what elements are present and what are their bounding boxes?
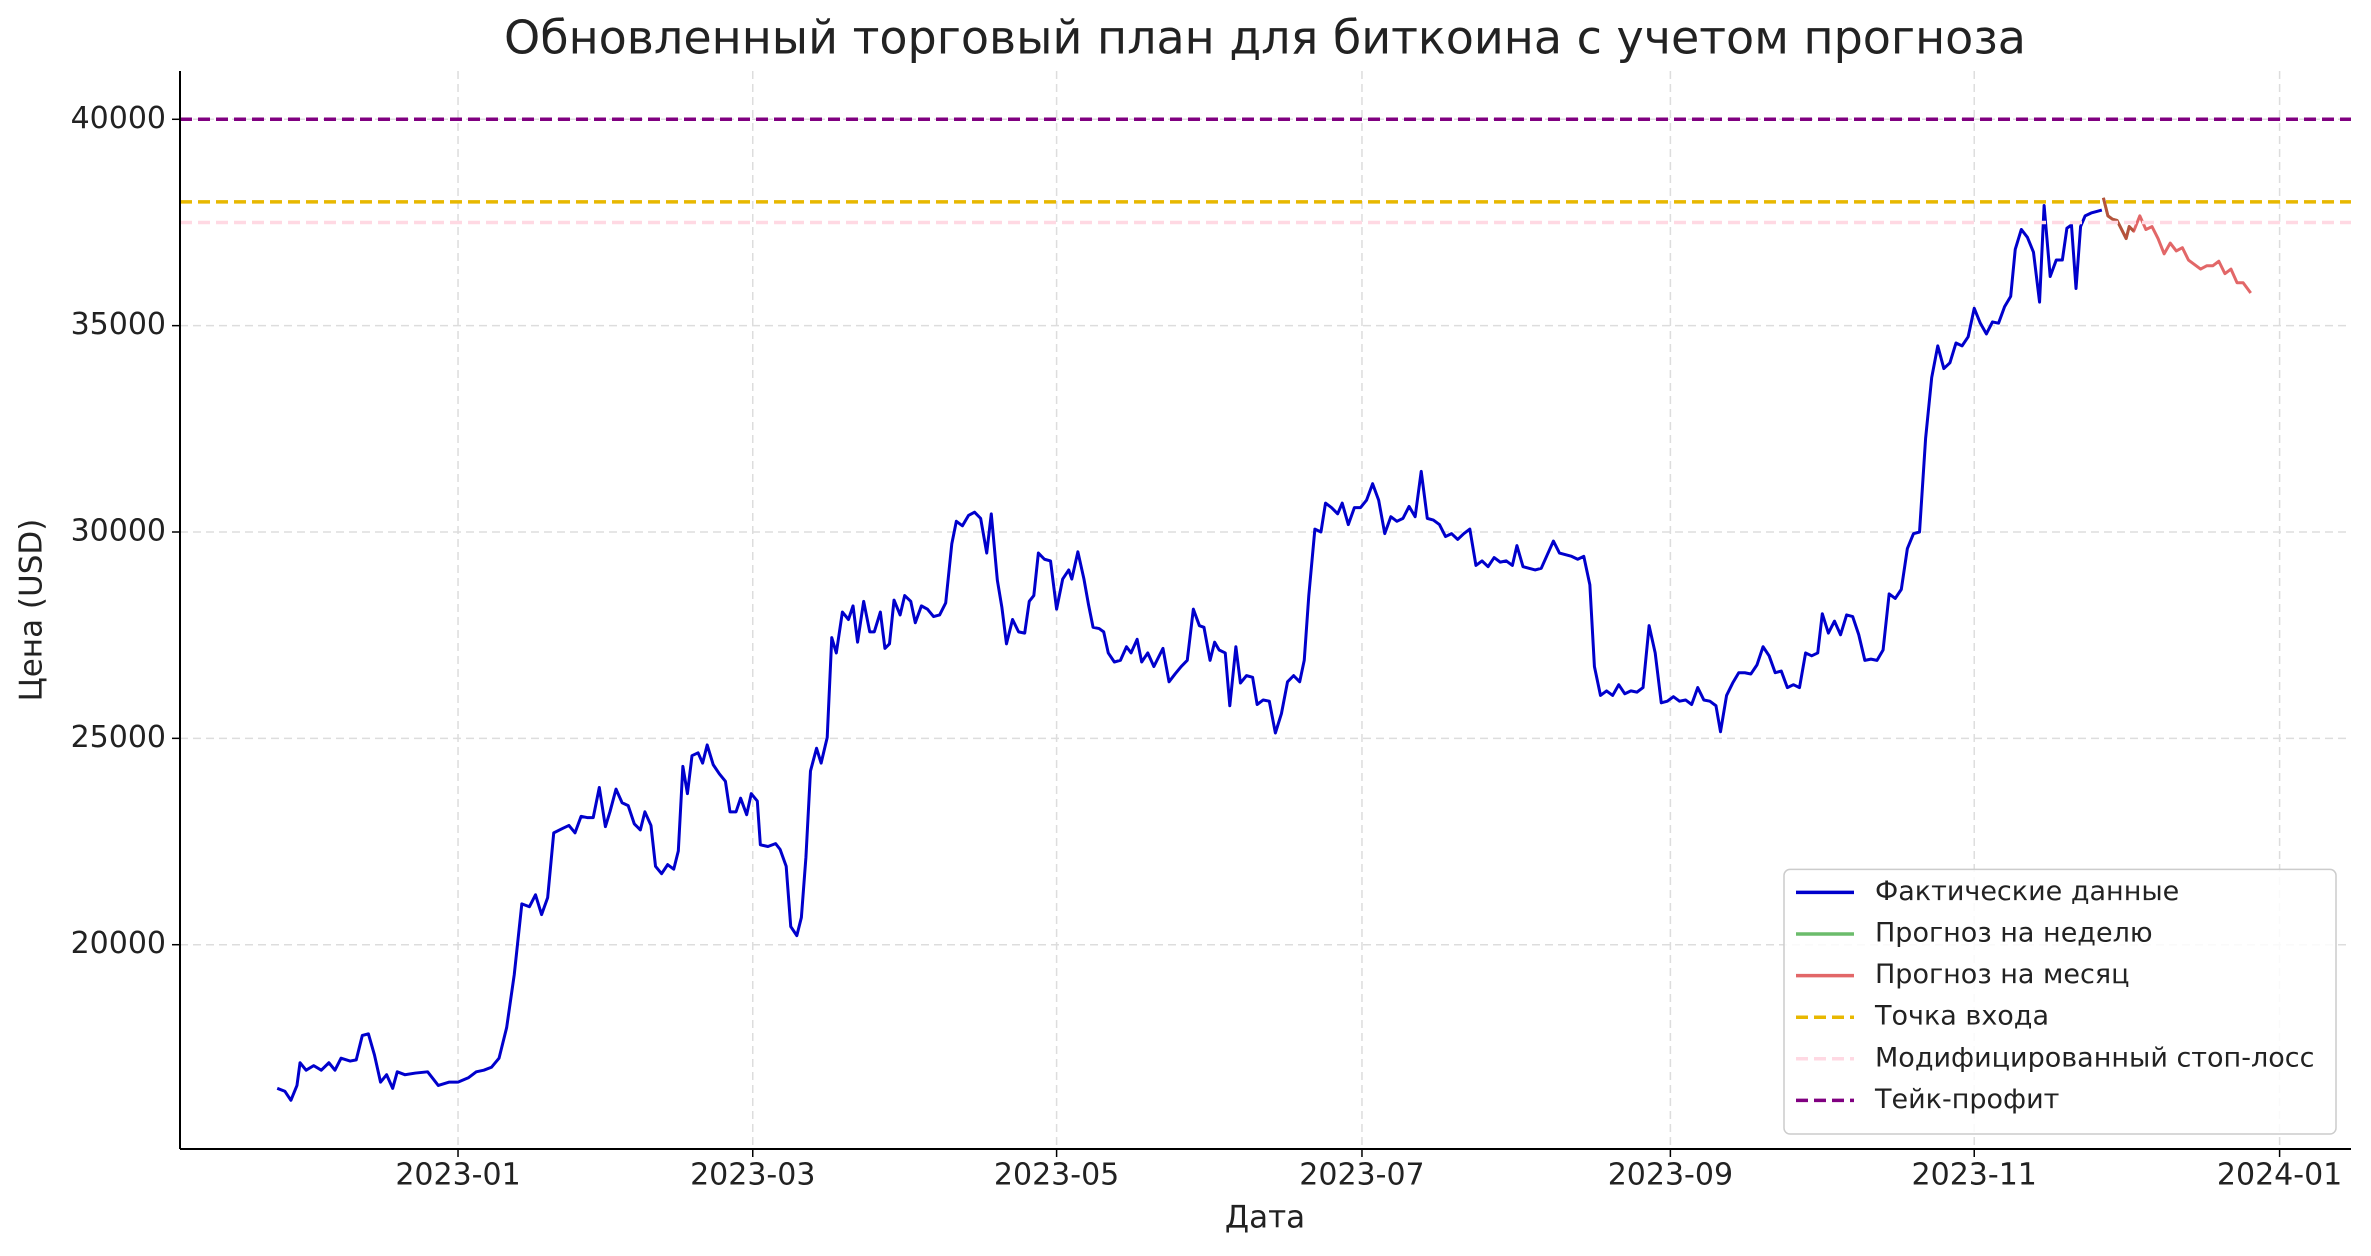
legend-label: Тейк-профит [1874, 1084, 2059, 1115]
x-tick-label: 2023-09 [1608, 1158, 1733, 1193]
series-line [2101, 197, 2252, 294]
legend-label: Точка входа [1874, 1001, 2049, 1032]
x-tick-label: 2023-03 [690, 1158, 815, 1193]
x-tick-label: 2024-01 [2217, 1158, 2342, 1193]
legend: Фактические данные Прогноз на неделю Прогн… [1783, 868, 2337, 1135]
y-tick-label: 35000 [71, 307, 166, 342]
x-tick-label: 2023-07 [1299, 1158, 1424, 1193]
legend-label: Фактические данные [1875, 876, 2179, 907]
y-tick-label: 20000 [71, 926, 166, 961]
legend-label: Прогноз на неделю [1875, 918, 2153, 949]
y-tick-label: 30000 [71, 513, 166, 548]
y-axis-label: Цена (USD) [14, 519, 50, 702]
legend-label: Модифицированный стоп-лосс [1875, 1042, 2314, 1073]
legend-label: Прогноз на месяц [1875, 959, 2129, 990]
chart-title: Обновленный торговый план для биткоина с… [504, 11, 2026, 65]
legend-box [1783, 868, 2337, 1135]
x-tick-label: 2023-05 [994, 1158, 1119, 1193]
y-tick-label: 25000 [71, 720, 166, 755]
series-line [276, 204, 2103, 1102]
y-tick-label: 40000 [71, 101, 166, 136]
x-tick-label: 2023-11 [1912, 1158, 2037, 1193]
x-axis-label: Дата [1225, 1200, 1305, 1236]
x-tick-label: 2023-01 [395, 1158, 520, 1193]
